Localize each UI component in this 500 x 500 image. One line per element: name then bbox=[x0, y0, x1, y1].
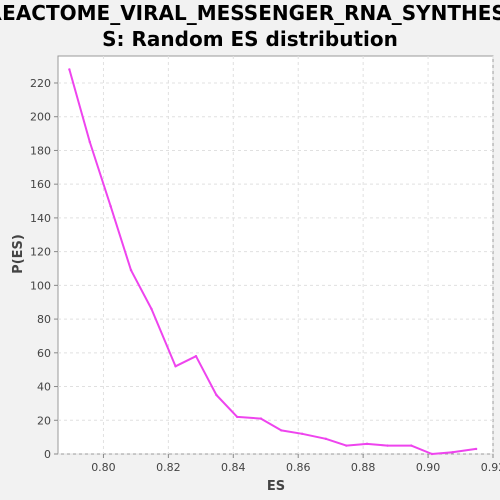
series-line bbox=[68, 69, 477, 455]
x-tick-label: 0.82 bbox=[156, 461, 181, 474]
chart-title-line-1: REACTOME_VIRAL_MESSENGER_RNA_SYNTHESI bbox=[0, 1, 500, 25]
y-tick-label: 180 bbox=[30, 144, 51, 157]
data-point bbox=[235, 415, 239, 419]
data-point bbox=[174, 365, 177, 368]
chart-title-line-2: S: Random ES distribution bbox=[102, 27, 398, 51]
y-axis-label: P(ES) bbox=[11, 234, 26, 274]
y-tick-label: 140 bbox=[30, 212, 51, 225]
data-point bbox=[365, 442, 369, 446]
y-tick-label: 60 bbox=[37, 347, 51, 360]
y-tick-label: 20 bbox=[37, 414, 51, 427]
data-point bbox=[68, 68, 71, 71]
data-point bbox=[345, 444, 348, 447]
data-point bbox=[386, 444, 389, 447]
y-tick-label: 160 bbox=[30, 178, 51, 191]
data-point bbox=[430, 452, 434, 456]
x-axis-label: ES bbox=[267, 479, 285, 494]
data-point bbox=[474, 447, 478, 451]
series-layer bbox=[68, 68, 478, 456]
x-tick-label: 0.80 bbox=[91, 461, 116, 474]
data-point bbox=[109, 204, 112, 208]
data-point bbox=[451, 451, 454, 454]
x-tick-label: 0.92 bbox=[481, 461, 500, 474]
data-point bbox=[194, 354, 198, 358]
data-point bbox=[259, 417, 263, 420]
axes: 0 20 40 60 80 100 120 140 160 180 200 220 0.80 0.82 0.… bbox=[30, 77, 500, 474]
data-point bbox=[280, 429, 283, 432]
data-point bbox=[215, 393, 218, 397]
data-point bbox=[324, 437, 328, 441]
y-tick-label: 80 bbox=[37, 313, 51, 326]
y-tick-label: 120 bbox=[30, 246, 51, 259]
data-point bbox=[409, 444, 413, 447]
x-tick-label: 0.86 bbox=[286, 461, 311, 474]
y-tick-label: 100 bbox=[30, 279, 51, 292]
y-tick-label: 40 bbox=[37, 381, 51, 394]
x-tick-label: 0.84 bbox=[221, 461, 246, 474]
data-point bbox=[88, 140, 92, 144]
x-tick-label: 0.90 bbox=[416, 461, 441, 474]
y-tick-label: 220 bbox=[30, 77, 51, 90]
plot-area bbox=[57, 55, 494, 455]
data-point bbox=[150, 307, 153, 311]
y-tick-label: 0 bbox=[44, 448, 51, 461]
x-tick-label: 0.88 bbox=[351, 461, 376, 474]
grid bbox=[58, 56, 494, 455]
data-point bbox=[129, 268, 133, 272]
data-point bbox=[300, 432, 304, 435]
y-tick-label: 200 bbox=[30, 111, 51, 124]
